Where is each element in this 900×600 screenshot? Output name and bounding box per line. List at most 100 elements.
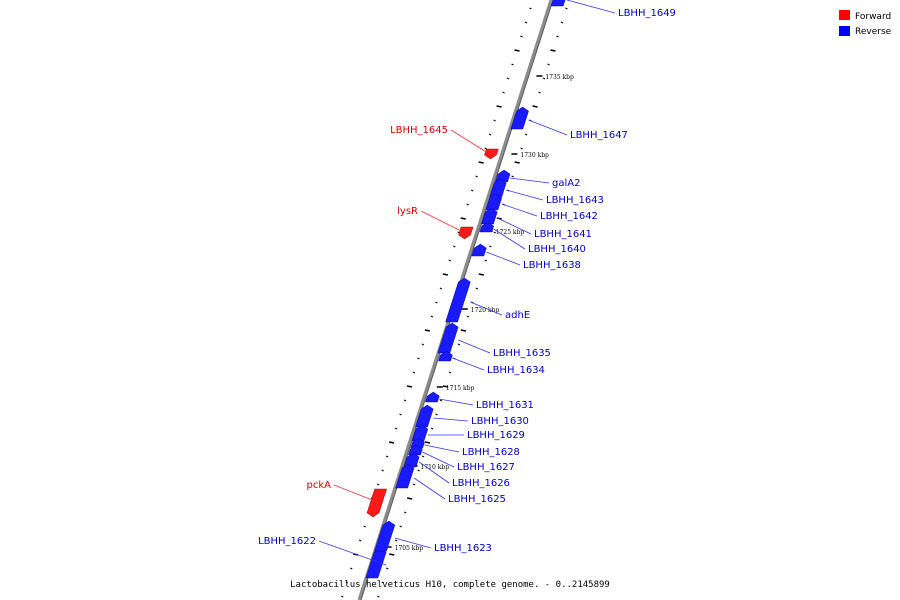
- scale-dash: [496, 105, 502, 108]
- gene-feature[interactable]: LBHH_1643: [489, 178, 604, 206]
- gene-leader-line: [433, 417, 469, 422]
- gene-arrow-reverse[interactable]: [395, 463, 415, 489]
- scale-dash: [493, 231, 496, 234]
- gene-arrow-reverse[interactable]: [438, 350, 453, 362]
- gene-label[interactable]: LBHH_1647: [570, 130, 628, 141]
- scale-dash: [358, 539, 362, 542]
- gene-feature[interactable]: LBHH_1649: [550, 0, 676, 19]
- gene-label[interactable]: LBHH_1634: [487, 365, 545, 376]
- scale-dash: [502, 91, 505, 94]
- scale-dash: [488, 133, 492, 136]
- gene-arrow-reverse[interactable]: [374, 520, 396, 552]
- gene-arrow-reverse[interactable]: [437, 322, 459, 354]
- gene-feature[interactable]: LBHH_1647: [510, 106, 628, 141]
- scale-dash: [421, 343, 425, 346]
- gene-feature[interactable]: LBHH_1640: [479, 221, 586, 255]
- scale-dash: [514, 49, 520, 52]
- scale-dash: [385, 455, 389, 458]
- scale-dash: [439, 399, 443, 402]
- gene-label[interactable]: LBHH_1635: [493, 348, 551, 359]
- scale-dash: [430, 427, 434, 430]
- scale-dash: [460, 329, 467, 332]
- scale-dash: [529, 7, 532, 10]
- gene-feature[interactable]: galA2: [495, 169, 580, 189]
- scale-dash: [448, 259, 452, 262]
- tick-label: 1715 kbp: [446, 385, 475, 392]
- scale-dash: [435, 301, 438, 304]
- gene-leader-line: [501, 203, 538, 217]
- gene-label[interactable]: galA2: [552, 178, 580, 189]
- gene-label[interactable]: LBHH_1640: [528, 244, 586, 255]
- gene-arrow-forward[interactable]: [458, 226, 474, 240]
- gene-label[interactable]: LBHH_1627: [457, 462, 515, 473]
- gene-feature[interactable]: LBHH_1631: [425, 391, 534, 411]
- gene-label[interactable]: LBHH_1641: [534, 229, 592, 240]
- scale-dash: [399, 413, 402, 416]
- scale-dash: [506, 77, 510, 80]
- gene-feature[interactable]: LBHH_1634: [438, 350, 545, 376]
- scale-dash: [345, 581, 348, 584]
- gene-label[interactable]: LBHH_1625: [448, 494, 506, 505]
- gene-arrow-reverse[interactable]: [445, 277, 471, 323]
- gene-label[interactable]: LBHH_1622: [258, 536, 316, 547]
- gene-feature[interactable]: LBHH_1627: [408, 444, 515, 473]
- gene-leader-line: [470, 301, 503, 316]
- tick-label: 1725 kbp: [496, 229, 525, 236]
- scale-dash: [550, 49, 556, 52]
- gene-feature[interactable]: LBHH_1625: [395, 463, 506, 505]
- gene-label[interactable]: lysR: [397, 206, 418, 217]
- gene-feature[interactable]: LBHH_1642: [485, 193, 598, 222]
- gene-arrow-reverse[interactable]: [471, 243, 487, 257]
- gene-arrow-forward[interactable]: [366, 488, 388, 518]
- scale-dash: [439, 287, 443, 290]
- gene-arrow-forward[interactable]: [484, 148, 499, 160]
- gene-label[interactable]: adhE: [505, 310, 530, 321]
- gene-label[interactable]: LBHH_1645: [390, 125, 448, 136]
- gene-feature[interactable]: LBHH_1622: [258, 536, 387, 579]
- gene-label[interactable]: LBHH_1631: [476, 400, 534, 411]
- scale-dash: [394, 539, 398, 542]
- gene-label[interactable]: pckA: [307, 480, 332, 491]
- scale-dash: [442, 385, 449, 388]
- scale-dash: [520, 35, 523, 38]
- scale-dash: [493, 119, 496, 122]
- scale-dash: [424, 441, 431, 444]
- gene-label[interactable]: LBHH_1626: [452, 478, 510, 489]
- gene-leader-line: [333, 484, 375, 502]
- gene-features: LBHH_1649 LBHH_1647 LBHH_1645 galA2 LBHH_164…: [258, 0, 676, 579]
- gene-arrow-reverse[interactable]: [365, 547, 387, 579]
- gene-label[interactable]: LBHH_1623: [434, 543, 492, 554]
- gene-leader-line: [418, 461, 450, 484]
- scale-dash: [453, 245, 456, 248]
- scale-dash: [412, 483, 416, 486]
- scale-dash: [377, 595, 380, 598]
- scale-dash: [363, 525, 366, 528]
- gene-label[interactable]: LBHH_1628: [462, 447, 520, 458]
- gene-arrow-reverse[interactable]: [479, 221, 495, 233]
- gene-label[interactable]: LBHH_1642: [540, 211, 598, 222]
- scale-dash: [547, 63, 550, 66]
- gene-feature[interactable]: LBHH_1628: [410, 437, 520, 458]
- gene-feature[interactable]: lysR: [397, 206, 474, 240]
- gene-feature[interactable]: LBHH_1635: [437, 322, 551, 359]
- gene-leader-line: [422, 451, 455, 468]
- scale-dash: [448, 371, 452, 374]
- gene-feature[interactable]: adhE: [445, 277, 531, 323]
- gene-label[interactable]: LBHH_1630: [471, 416, 529, 427]
- gene-feature[interactable]: pckA: [307, 480, 388, 518]
- gene-feature[interactable]: LBHH_1645: [390, 125, 499, 160]
- gene-leader-line: [318, 540, 387, 566]
- scale-dash: [424, 329, 431, 332]
- gene-label[interactable]: LBHH_1643: [546, 195, 604, 206]
- gene-label[interactable]: LBHH_1638: [523, 260, 581, 271]
- gene-label[interactable]: LBHH_1649: [618, 8, 676, 19]
- gene-arrow-reverse[interactable]: [510, 106, 529, 130]
- gene-feature[interactable]: LBHH_1638: [471, 243, 581, 271]
- gene-feature[interactable]: LBHH_1629: [411, 424, 525, 442]
- gene-feature[interactable]: LBHH_1623: [374, 520, 492, 554]
- gene-label[interactable]: LBHH_1629: [467, 430, 525, 441]
- gene-arrow-reverse[interactable]: [550, 0, 567, 7]
- gene-arrow-reverse[interactable]: [425, 391, 440, 403]
- scale-dash: [524, 133, 528, 136]
